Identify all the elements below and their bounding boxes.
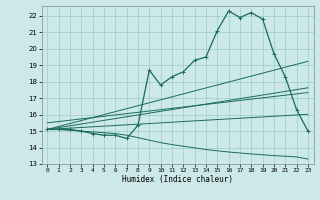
X-axis label: Humidex (Indice chaleur): Humidex (Indice chaleur): [122, 175, 233, 184]
